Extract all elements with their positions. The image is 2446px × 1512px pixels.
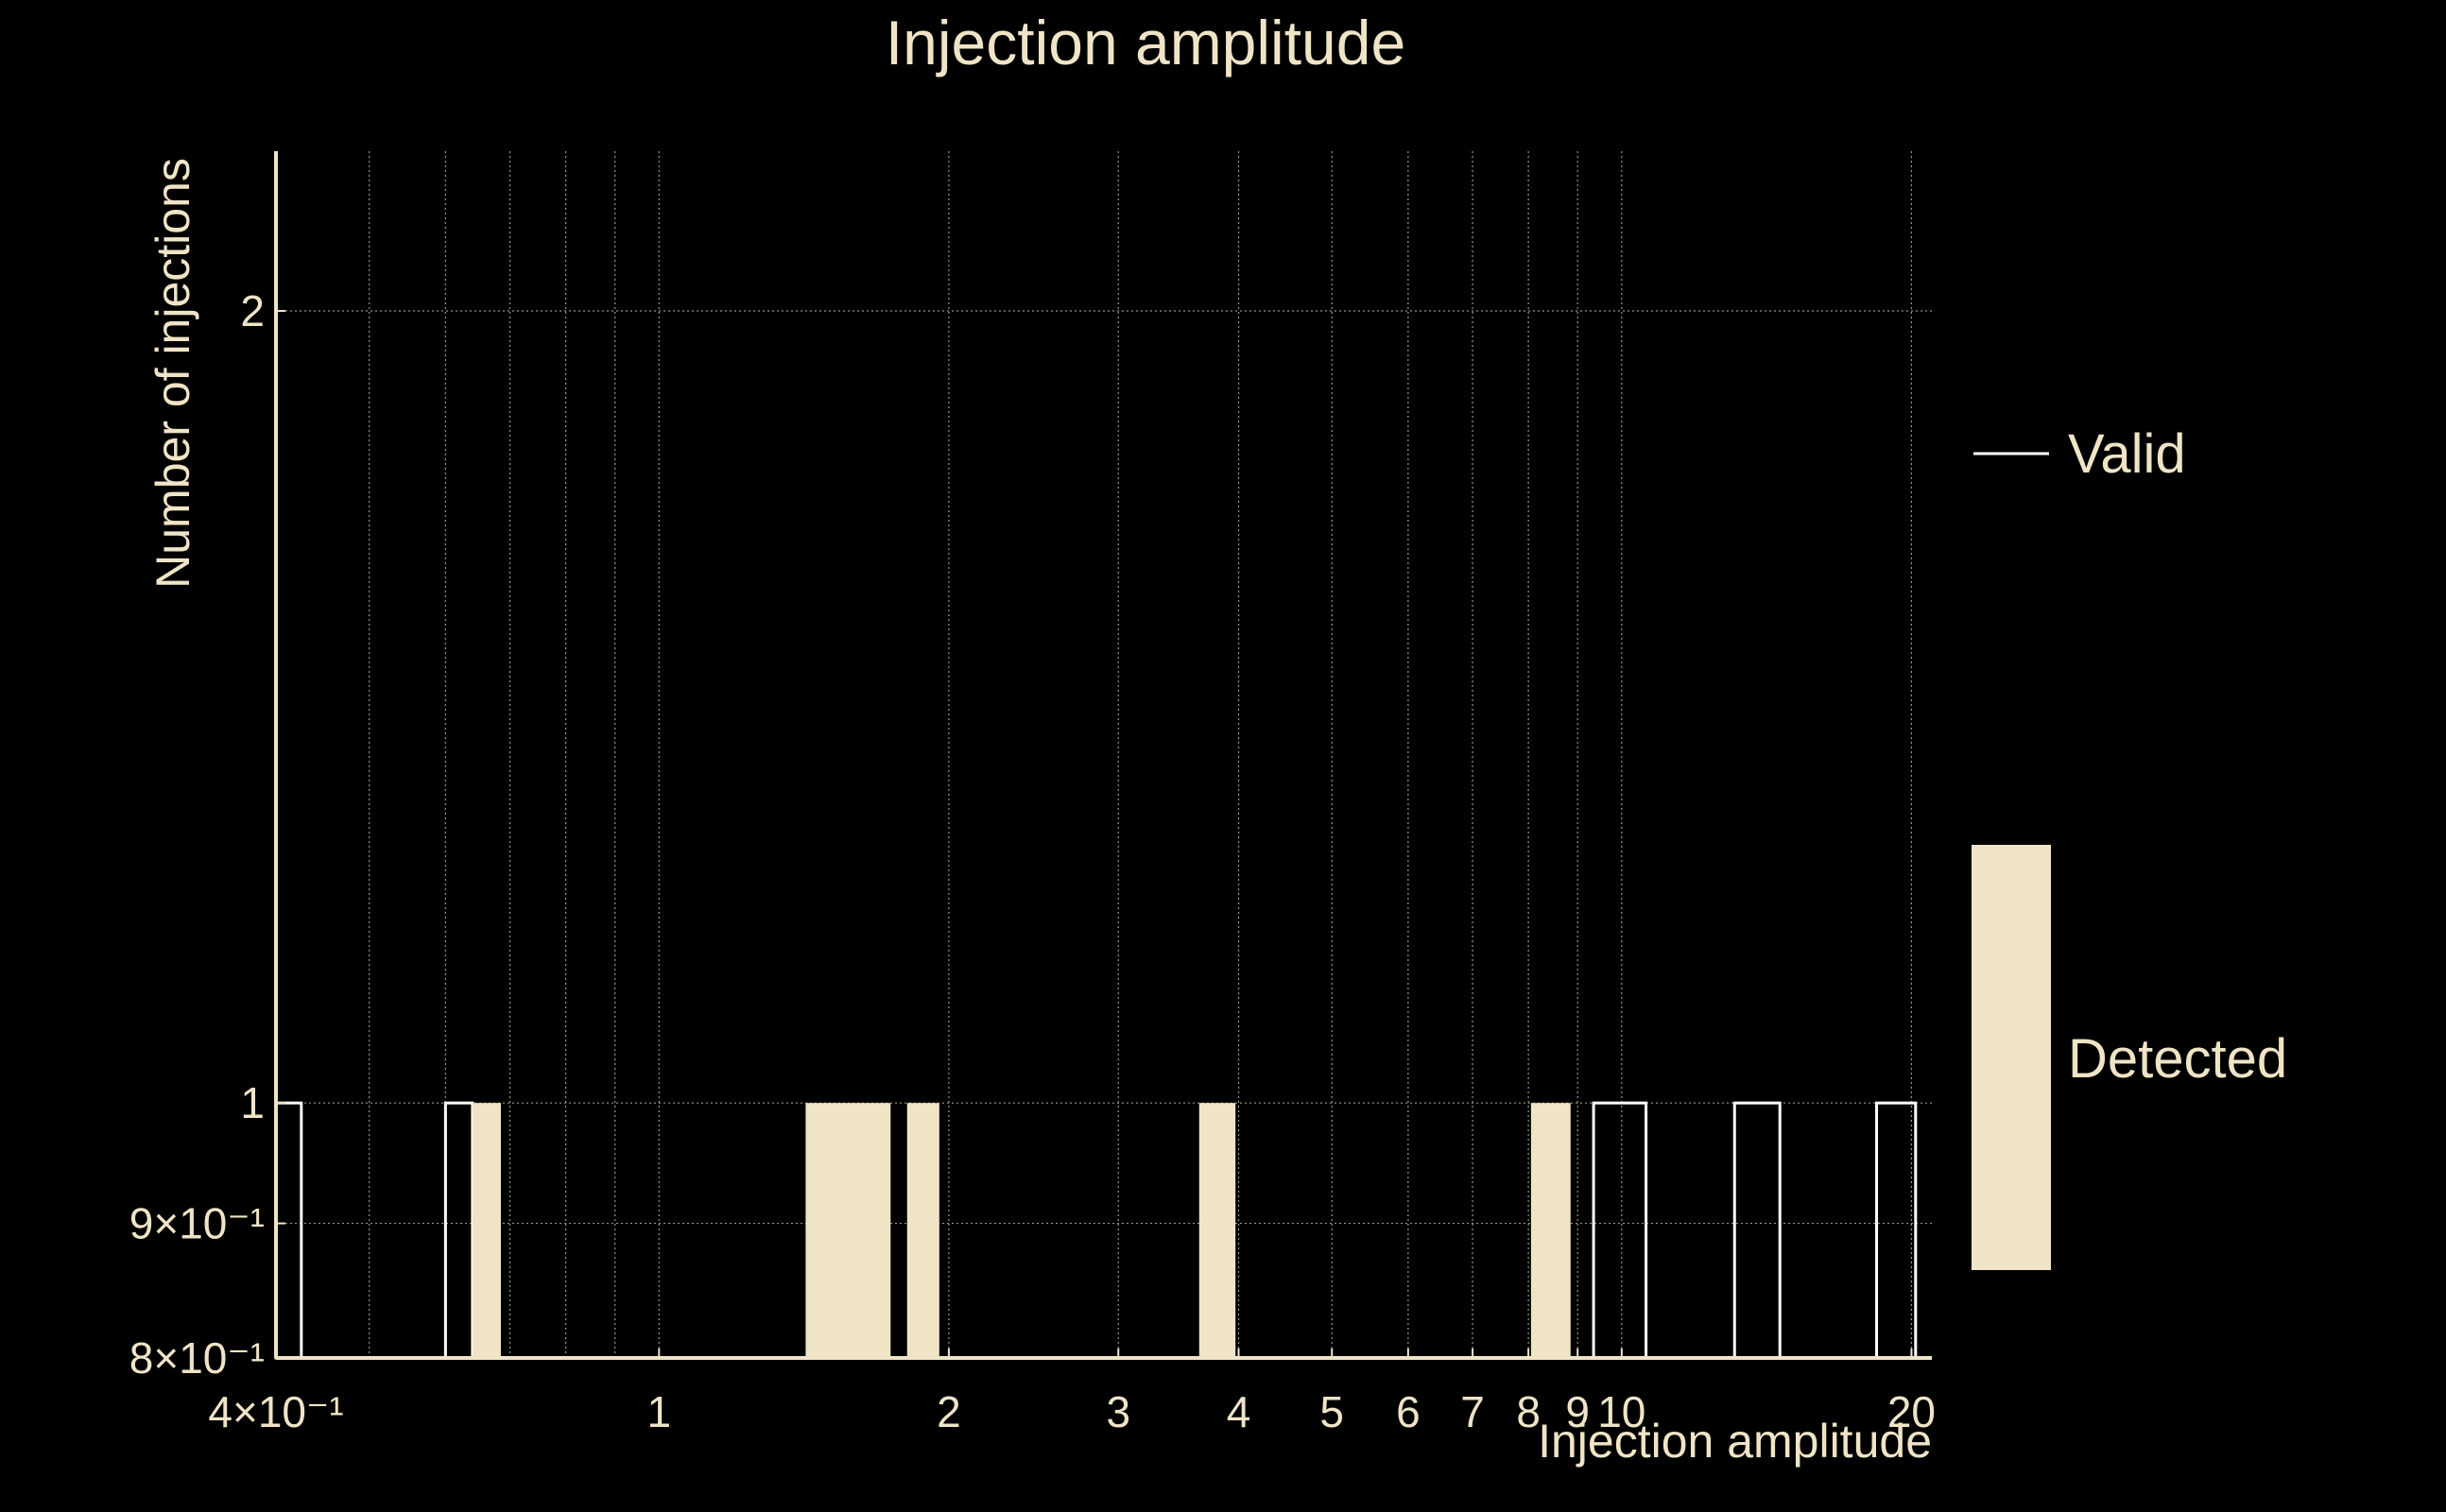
grid-lines — [276, 151, 1932, 1358]
y-tick-label: 1 — [240, 1078, 265, 1127]
valid-bar — [1592, 1101, 1648, 1360]
detected-bar — [906, 1103, 939, 1358]
x-tick-label: 4 — [1227, 1387, 1251, 1436]
y-tick-label: 8×10⁻¹ — [129, 1333, 265, 1383]
x-tick-label: 5 — [1319, 1387, 1344, 1436]
x-tick-label: 8 — [1516, 1387, 1541, 1436]
y-tick-label: 2 — [240, 286, 265, 335]
x-tick-label: 10 — [1597, 1387, 1645, 1436]
axes — [274, 151, 1932, 1360]
detected-bar — [1198, 1103, 1236, 1358]
legend: Valid Detected — [1972, 423, 2287, 1270]
legend-detected-label: Detected — [2068, 1028, 2287, 1090]
tick-labels: 4×10⁻¹ 1 2 3 4 5 6 7 8 9 10 20 8×10⁻¹ 9×10⁻¹ 1 2 — [129, 286, 1936, 1436]
legend-detected-swatch — [1972, 845, 2051, 1270]
valid-bar — [1875, 1101, 1918, 1360]
valid-bar — [1732, 1101, 1782, 1360]
detected-bar — [805, 1103, 891, 1358]
chart-title: Injection amplitude — [886, 8, 1405, 77]
x-tick-label: 6 — [1396, 1387, 1421, 1436]
legend-valid-label: Valid — [2068, 423, 2186, 485]
detected-bar — [472, 1103, 501, 1358]
x-tick-label: 4×10⁻¹ — [208, 1387, 343, 1436]
histogram-bars — [274, 1101, 1918, 1360]
y-axis-label: Number of injections — [146, 158, 199, 589]
valid-bar — [443, 1101, 474, 1360]
x-tick-label: 3 — [1106, 1387, 1130, 1436]
x-tick-label: 1 — [647, 1387, 672, 1436]
valid-bar — [274, 1101, 303, 1360]
x-tick-label: 9 — [1565, 1387, 1590, 1436]
detected-bar — [1530, 1103, 1571, 1358]
x-tick-label: 7 — [1460, 1387, 1485, 1436]
y-tick-label: 9×10⁻¹ — [129, 1199, 265, 1248]
x-tick-label: 2 — [937, 1387, 961, 1436]
x-tick-label: 20 — [1887, 1387, 1936, 1436]
x-axis-label: Injection amplitude — [1538, 1415, 1932, 1468]
